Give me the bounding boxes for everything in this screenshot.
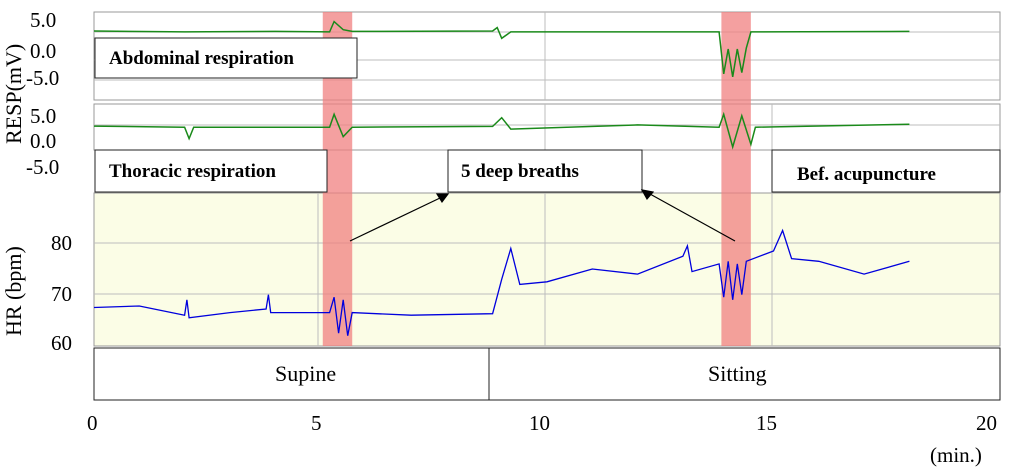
x-unit-label: (min.) — [930, 443, 982, 467]
hr-trace — [93, 228, 910, 336]
thoracic-label-box — [94, 149, 328, 193]
abdominal-label-box — [94, 37, 358, 79]
grid — [94, 12, 1000, 346]
y-tick-hr-0: 80 — [51, 231, 72, 255]
abdominal-trace — [93, 20, 910, 78]
annotation-box — [447, 149, 643, 193]
resp-axis-label: RESP(mV) — [1, 44, 26, 144]
supine-label: Supine — [275, 361, 336, 386]
thoracic-trace — [93, 111, 910, 150]
abdominal-label: Abdominal respiration — [109, 48, 294, 69]
y-tick-tho-2: -5.0 — [26, 155, 59, 179]
annotation-arrows — [349, 189, 736, 242]
y-tick-tho-0: 5.0 — [30, 104, 56, 128]
y-tick-abd-2: -5.0 — [26, 66, 59, 90]
hr-label-box — [771, 149, 1001, 193]
x-tick-10: 10 — [529, 411, 550, 435]
x-tick-5: 5 — [311, 411, 322, 435]
y-tick-hr-2: 60 — [51, 331, 72, 355]
x-tick-20: 20 — [976, 411, 997, 435]
abdominal-panel-frame — [93, 11, 1001, 101]
x-tick-0: 0 — [87, 411, 98, 435]
annotation-label: 5 deep breaths — [461, 161, 579, 182]
hr-panel-label: Bef. acupuncture — [797, 164, 936, 185]
thoracic-label: Thoracic respiration — [109, 161, 276, 182]
hr-panel-background — [93, 192, 1001, 347]
sitting-box — [488, 347, 1001, 401]
y-tick-tho-1: 0.0 — [30, 129, 56, 153]
sitting-label: Sitting — [708, 361, 767, 386]
x-tick-15: 15 — [756, 411, 777, 435]
deep-breath-band-2 — [721, 12, 751, 346]
y-tick-hr-1: 70 — [51, 282, 72, 306]
y-tick-abd-1: 0.0 — [30, 39, 56, 63]
hr-axis-label: HR (bpm) — [1, 246, 26, 336]
y-tick-abd-0: 5.0 — [30, 8, 56, 32]
